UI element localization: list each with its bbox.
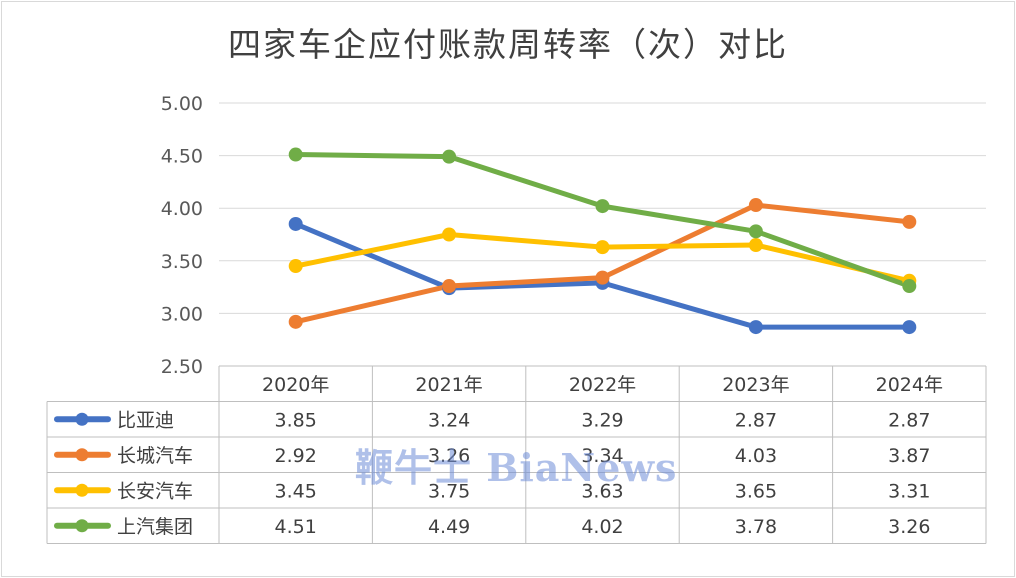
legend-key-marker	[75, 519, 89, 533]
data-point	[902, 214, 917, 229]
data-point	[442, 227, 457, 242]
legend-label: 长安汽车	[117, 480, 193, 502]
data-table-value: 2.87	[735, 409, 777, 431]
data-table-value: 3.24	[428, 409, 470, 431]
data-point	[442, 149, 457, 164]
legend-label: 上汽集团	[117, 516, 193, 538]
data-point	[748, 224, 763, 239]
data-point	[748, 238, 763, 253]
y-tick-label: 3.50	[161, 251, 203, 273]
data-point	[288, 259, 303, 274]
data-point	[442, 279, 457, 294]
data-table-value: 3.65	[735, 480, 777, 502]
data-table-value: 3.63	[581, 480, 623, 502]
data-point	[595, 240, 610, 255]
data-point	[902, 279, 917, 294]
data-point	[288, 216, 303, 231]
y-tick-label: 5.00	[161, 93, 203, 115]
data-table-value: 3.26	[428, 445, 470, 467]
x-category-label: 2020年	[262, 374, 329, 396]
data-table-value: 3.34	[581, 445, 623, 467]
data-table-value: 3.87	[888, 445, 930, 467]
data-point	[902, 320, 917, 335]
y-tick-label: 2.50	[161, 356, 203, 378]
data-table-value: 3.78	[735, 516, 777, 538]
data-table-value: 2.87	[888, 409, 930, 431]
legend-label: 比亚迪	[117, 409, 174, 431]
data-table-value: 4.49	[428, 516, 470, 538]
data-table-value: 4.02	[581, 516, 623, 538]
legend-key-marker	[75, 412, 89, 426]
y-tick-label: 3.00	[161, 303, 203, 325]
x-category-label: 2023年	[722, 374, 789, 396]
data-point	[595, 199, 610, 214]
data-table-value: 3.45	[275, 480, 317, 502]
data-point	[748, 198, 763, 213]
series-line	[293, 152, 912, 289]
data-table-value: 3.26	[888, 516, 930, 538]
legend-key-marker	[75, 448, 89, 462]
legend-label: 长城汽车	[117, 445, 193, 467]
data-table-value: 3.29	[581, 409, 623, 431]
data-point	[748, 320, 763, 335]
y-tick-label: 4.00	[161, 198, 203, 220]
data-point	[288, 147, 303, 162]
data-table-value: 4.03	[735, 445, 777, 467]
data-table-value: 2.92	[275, 445, 317, 467]
y-tick-label: 4.50	[161, 146, 203, 168]
data-point	[288, 314, 303, 329]
x-category-label: 2022年	[569, 374, 636, 396]
data-table-value: 3.85	[275, 409, 317, 431]
data-table-value: 4.51	[275, 516, 317, 538]
chart-title: 四家车企应付账款周转率（次）对比	[228, 25, 788, 64]
data-point	[595, 270, 610, 285]
data-table-value: 3.75	[428, 480, 470, 502]
x-category-label: 2024年	[876, 374, 943, 396]
legend-key-marker	[75, 483, 89, 497]
x-category-label: 2021年	[415, 374, 482, 396]
data-table-value: 3.31	[888, 480, 930, 502]
